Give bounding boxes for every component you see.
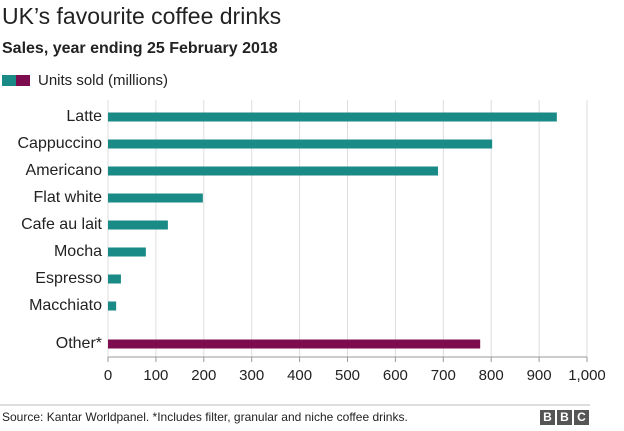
x-tick-label: 200: [191, 367, 216, 384]
bar: [108, 112, 557, 122]
x-tick-label: 700: [431, 367, 456, 384]
y-tick-label: Espresso: [35, 270, 102, 287]
logo-letter: C: [577, 410, 586, 424]
y-tick-label: Cafe au lait: [21, 216, 102, 233]
legend-swatch: [16, 75, 30, 86]
y-tick-label: Other*: [56, 335, 102, 352]
y-tick-label: Mocha: [54, 243, 102, 260]
x-tick-label: 800: [479, 367, 504, 384]
x-tick-label: 400: [287, 367, 312, 384]
bar: [108, 301, 117, 311]
x-tick-label: 300: [239, 367, 264, 384]
y-tick-label: Americano: [26, 162, 103, 179]
x-tick-label: 500: [335, 367, 360, 384]
logo-letter: B: [543, 410, 552, 424]
logo-box: [557, 410, 572, 425]
bar: [108, 339, 481, 349]
chart-subtitle: Sales, year ending 25 February 2018: [2, 40, 278, 57]
y-tick-label: Cappuccino: [18, 135, 103, 152]
chart-title: UK’s favourite coffee drinks: [2, 3, 281, 29]
legend-label: Units sold (millions): [38, 72, 168, 89]
x-tick-label: 1,000: [568, 367, 606, 384]
logo-box: [574, 410, 589, 425]
bar: [108, 139, 493, 149]
source-note: Source: Kantar Worldpanel. *Includes fil…: [2, 410, 408, 424]
y-tick-label: Flat white: [34, 189, 103, 206]
x-tick-label: 600: [383, 367, 408, 384]
bar: [108, 274, 121, 284]
x-tick-label: 900: [527, 367, 552, 384]
logo-box: [540, 410, 555, 425]
bar: [108, 220, 168, 230]
x-tick-label: 100: [143, 367, 168, 384]
legend-swatch: [2, 75, 16, 86]
bar: [108, 193, 203, 203]
bar: [108, 166, 439, 176]
x-tick-label: 0: [104, 367, 112, 384]
y-tick-label: Latte: [66, 108, 102, 125]
bar: [108, 247, 146, 257]
y-tick-label: Macchiato: [29, 297, 102, 314]
logo-letter: B: [560, 410, 569, 424]
